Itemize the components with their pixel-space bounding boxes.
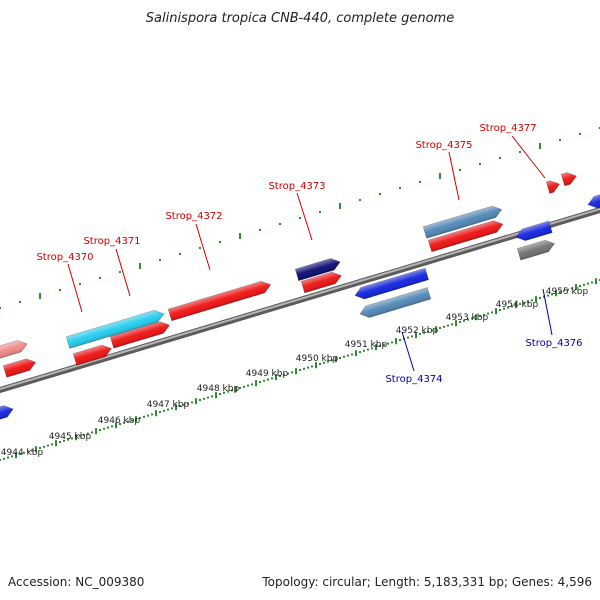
gene-shading [0, 405, 14, 428]
gene-arrow [515, 220, 553, 242]
gene-arrow [300, 271, 342, 294]
scale-label: 4944 kbp [1, 448, 44, 458]
scale-label: 4948 kbp [197, 384, 240, 394]
tick-marks [0, 127, 600, 461]
gene-shading [423, 206, 502, 239]
gene-shading [66, 310, 164, 349]
gene-shading [0, 340, 28, 370]
gene-shading [3, 358, 36, 378]
gene-shading [355, 268, 429, 299]
scale-label: 4945 kbp [49, 432, 92, 442]
gene-shading [73, 345, 112, 366]
gene-arrow [0, 405, 14, 429]
genome-summary-text: Topology: circular; Length: 5,183,331 bp… [261, 575, 592, 589]
scale-label: 4953 kbp [446, 313, 489, 323]
gene-arrow [354, 267, 429, 300]
gene-shading [561, 172, 577, 186]
backbone-highlight [0, 207, 600, 391]
scale-label: 4950 kbp [296, 354, 339, 364]
gene-shading [301, 272, 342, 293]
kbp-scale: 4944 kbp 4945 kbp 4946 kbp 4947 kbp 4948 kbp… [1, 287, 589, 458]
scale-label: 4947 kbp [147, 400, 190, 410]
gene-arrow [167, 281, 272, 322]
map-title: Salinispora tropica CNB-440, complete ge… [146, 11, 454, 26]
gene-shading [360, 287, 431, 318]
gene-label: Strop_4376 [525, 338, 582, 349]
gene-features [0, 172, 600, 429]
gene-arrow [72, 344, 112, 366]
label-leader-line [195, 223, 211, 271]
gene-shading [517, 240, 555, 261]
gene-shading [110, 321, 170, 349]
label-leader-line [296, 192, 313, 241]
gene-arrow [560, 172, 577, 187]
gene-arrow [422, 205, 503, 239]
sequence-backbone [0, 206, 600, 394]
gene-arrow [294, 258, 341, 282]
scale-label: 4952 kbp [396, 326, 439, 336]
gene-arrow [109, 321, 171, 349]
gene-shading [546, 180, 560, 194]
gene-labels: Strop_4370 Strop_4371 Strop_4372 Strop_4373… [36, 123, 582, 385]
label-leader-line [67, 263, 83, 313]
gene-label: Strop_4377 [479, 123, 536, 134]
label-leader-line [448, 151, 460, 201]
gene-shading [516, 221, 553, 241]
scale-label: 4949 kbp [246, 369, 289, 379]
gene-shading [295, 258, 341, 281]
gene-label: Strop_4373 [268, 181, 325, 192]
scale-label: 4955 kbp [546, 287, 589, 297]
gene-shading [588, 191, 600, 209]
gene-label: Strop_4372 [165, 211, 222, 222]
gene-label: Strop_4370 [36, 252, 93, 263]
gene-arrow [359, 287, 432, 318]
label-leader-line [401, 331, 415, 372]
gene-arrow [427, 220, 504, 253]
scale-label: 4954 kbp [496, 300, 539, 310]
gene-label: Strop_4374 [385, 374, 442, 385]
gene-label: Strop_4371 [83, 236, 140, 247]
gene-arrow [516, 239, 555, 261]
gene-arrow [545, 180, 561, 194]
label-leader-line [542, 288, 553, 336]
gene-arrow [2, 358, 37, 378]
gene-shading [428, 220, 503, 252]
gene-label: Strop_4375 [415, 140, 472, 151]
label-leader-line [511, 135, 546, 179]
accession-text: Accession: NC_009380 [8, 575, 144, 589]
gene-arrow [0, 340, 28, 371]
label-leader-line [115, 248, 131, 297]
gene-shading [168, 281, 271, 321]
gene-arrow [587, 191, 600, 209]
gene-arrow [65, 310, 165, 349]
scale-label: 4951 kbp [345, 340, 388, 350]
scale-label: 4946 kbp [98, 416, 141, 426]
